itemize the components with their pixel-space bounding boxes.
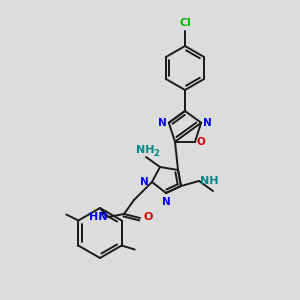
Text: NH: NH <box>136 145 154 155</box>
Text: N: N <box>158 118 167 128</box>
Text: Cl: Cl <box>179 18 191 28</box>
Text: 2: 2 <box>153 149 159 158</box>
Text: N: N <box>162 197 170 207</box>
Text: O: O <box>197 137 206 147</box>
Text: O: O <box>143 212 152 222</box>
Text: N: N <box>140 177 149 187</box>
Text: N: N <box>203 118 212 128</box>
Text: HN: HN <box>88 212 107 222</box>
Text: NH: NH <box>200 176 218 186</box>
